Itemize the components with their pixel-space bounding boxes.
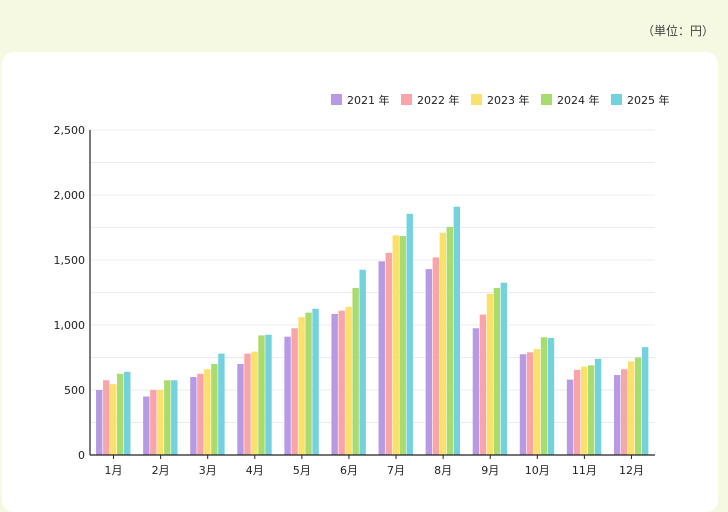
bar [284,336,291,455]
x-tick-label: 6月 [340,464,358,477]
bar [613,375,621,455]
bar [399,235,406,455]
bar [359,269,366,455]
bar [251,351,258,455]
y-tick-label: 1,500 [54,254,86,267]
bar [519,354,527,455]
legend-label: 2022 年 [417,93,460,107]
bar [594,358,602,455]
x-tick-label: 2月 [152,464,170,477]
bar [500,282,508,455]
bar [446,226,454,455]
bar-chart: 0 500 1,000 1,500 2,000 2,500 1月 2月 3月 4月 5月 6月 7月 8… [54,93,670,477]
bar [331,313,338,455]
bar [110,384,117,455]
bar [432,257,440,455]
bar [244,353,251,455]
legend-label: 2025 年 [627,93,670,107]
bar [479,314,487,455]
y-tick-label: 1,000 [54,319,86,332]
bar [493,287,501,455]
bar [641,347,649,455]
bar [211,364,218,455]
x-tick-label: 12月 [619,464,644,477]
bar [573,369,581,455]
bar [439,232,447,455]
bar [392,235,399,455]
bar [218,353,225,455]
bar [385,252,392,455]
bar [406,213,413,455]
y-tick-label: 500 [64,384,85,397]
bar [305,312,312,455]
x-tick-label: 11月 [572,464,597,477]
legend: 2021 年 2022 年 2023 年 2024 年 2025 年 [331,93,670,107]
bar [453,206,461,455]
bar [265,334,272,455]
legend-swatch [471,94,482,105]
bar [634,357,642,455]
bar [378,261,385,455]
bar [526,352,534,455]
x-tick-label: 9月 [481,464,499,477]
bar [157,390,164,455]
legend-label: 2021 年 [347,93,390,107]
bar [237,364,244,455]
bar [103,380,110,455]
bar [620,369,628,455]
x-tick-label: 7月 [387,464,405,477]
bar [291,328,298,455]
y-tick-labels: 0 500 1,000 1,500 2,000 2,500 [54,124,86,462]
bar [258,335,265,455]
legend-swatch [541,94,552,105]
bar [345,306,352,455]
bar [164,380,171,455]
bar [352,287,359,455]
legend-label: 2023 年 [487,93,530,107]
legend-label: 2024 年 [557,93,600,107]
bar [312,308,319,455]
bar [338,310,345,455]
x-tick-label: 8月 [434,464,452,477]
bar [117,373,124,455]
unit-label: （単位：円） [641,24,714,38]
x-tick-label: 1月 [105,464,123,477]
bar [150,390,157,455]
bar [547,338,555,455]
bar [425,269,433,455]
y-tick-label: 2,500 [54,124,86,137]
legend-swatch [611,94,622,105]
y-tick-label: 2,000 [54,189,86,202]
y-tick-label: 0 [78,449,85,462]
grid-lines [90,129,655,423]
bar [580,366,588,455]
legend-swatch [331,94,342,105]
legend-swatch [401,94,412,105]
x-tick-label: 3月 [199,464,217,477]
bar [566,379,574,455]
bar [143,396,150,455]
bar [190,377,197,455]
bar [298,317,305,455]
x-tick-labels: 1月 2月 3月 4月 5月 6月 7月 8月 9月 10月 11月 12月 [105,464,644,477]
bar [627,361,635,455]
x-tick-label: 10月 [525,464,550,477]
bar [171,380,178,455]
bar [472,328,480,455]
bar [204,369,211,455]
bar [124,371,131,455]
bar [587,365,595,455]
bar [486,293,494,455]
bar [96,390,103,455]
bar [540,337,548,455]
x-tick-label: 4月 [246,464,264,477]
bars [96,206,649,455]
bar [197,373,204,455]
bar [533,349,541,455]
axes [89,130,655,459]
x-tick-label: 5月 [293,464,311,477]
